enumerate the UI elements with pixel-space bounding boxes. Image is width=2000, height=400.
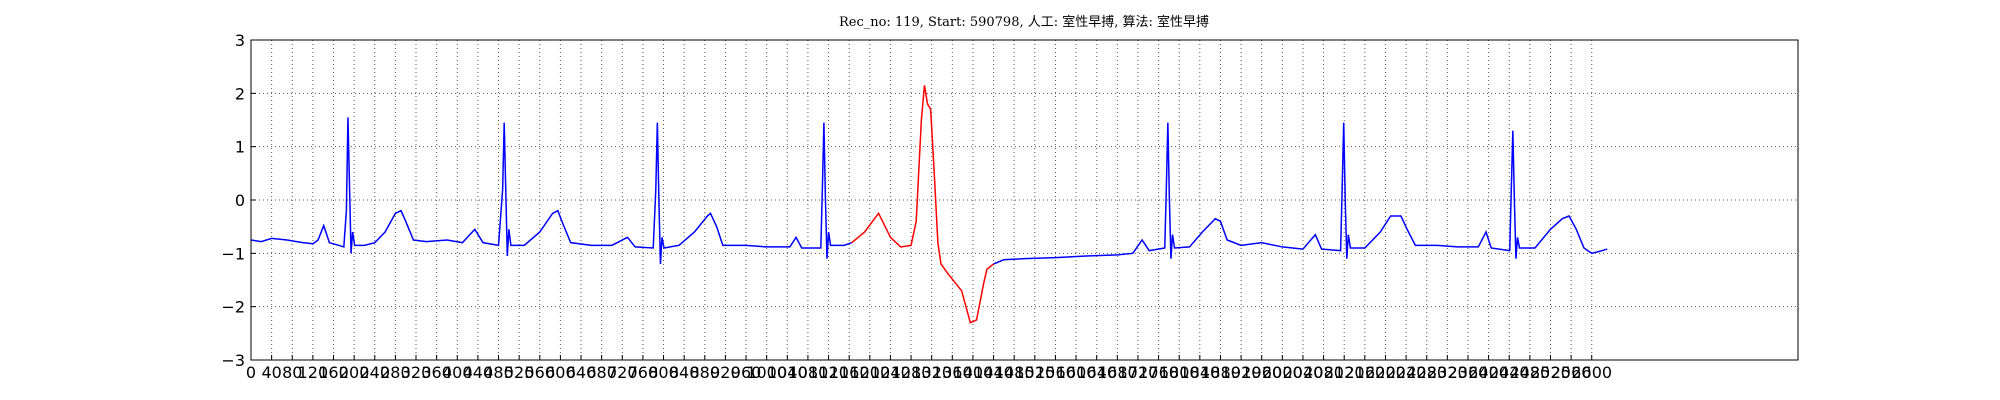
x-tick-label: 2600	[1571, 363, 1612, 382]
ecg-line	[250, 117, 1608, 265]
x-tick-label: 880	[690, 363, 721, 382]
x-tick-label: 1200	[849, 363, 890, 382]
x-tick-label: 2480	[1509, 363, 1550, 382]
y-tick-label: 2	[235, 84, 245, 103]
x-tick-label: 1360	[932, 363, 973, 382]
x-tick-label: 2120	[1324, 363, 1365, 382]
y-tick-label: −3	[221, 351, 245, 370]
x-tick-label: 1480	[994, 363, 1035, 382]
x-tick-label: 80	[282, 363, 302, 382]
x-tick-label: 2440	[1489, 363, 1530, 382]
x-tick-label: 1080	[788, 363, 829, 382]
x-tick-label: 480	[483, 363, 514, 382]
x-tick-label: 440	[463, 363, 494, 382]
x-tick-label: 1520	[1014, 363, 1055, 382]
x-tick-label: 760	[628, 363, 659, 382]
y-tick-label: 0	[235, 191, 245, 210]
x-tick-label: 2520	[1530, 363, 1571, 382]
x-tick-label: 600	[545, 363, 576, 382]
ecg-line	[851, 85, 995, 324]
y-tick-label: −2	[221, 298, 245, 317]
x-tick-label: 1600	[1056, 363, 1097, 382]
x-tick-label: 320	[401, 363, 432, 382]
x-tick-label: 2360	[1448, 363, 1489, 382]
x-tick-label: 2040	[1283, 363, 1324, 382]
x-tick-label: 1040	[767, 363, 808, 382]
x-tick-label: 1760	[1138, 363, 1179, 382]
y-tick-label: −1	[221, 244, 245, 263]
x-tick-label: 200	[339, 363, 370, 382]
x-tick-label: 1440	[973, 363, 1014, 382]
x-tick-label: 1640	[1076, 363, 1117, 382]
x-tick-label: 1720	[1118, 363, 1159, 382]
x-tick-label: 520	[504, 363, 535, 382]
x-tick-label: 680	[586, 363, 617, 382]
y-tick-label: 3	[235, 31, 245, 50]
x-tick-label: 1960	[1241, 363, 1282, 382]
x-tick-label: 2200	[1365, 363, 1406, 382]
x-tick-label: 2000	[1262, 363, 1303, 382]
x-tick-label: 2560	[1551, 363, 1592, 382]
x-tick-label: 1240	[870, 363, 911, 382]
plot-frame	[250, 39, 1799, 361]
x-tick-label: 640	[566, 363, 597, 382]
x-tick-label: 160	[318, 363, 349, 382]
x-tick-label: 2240	[1386, 363, 1427, 382]
x-tick-label: 2280	[1406, 363, 1447, 382]
y-tick-label: 1	[235, 138, 245, 157]
x-tick-label: 1120	[808, 363, 849, 382]
x-tick-label: 960	[731, 363, 762, 382]
x-tick-label: 1160	[829, 363, 870, 382]
x-tick-label: 720	[607, 363, 638, 382]
x-tick-label: 1000	[746, 363, 787, 382]
x-tick-label: 1920	[1221, 363, 1262, 382]
x-tick-label: 1400	[953, 363, 994, 382]
x-tick-label: 1280	[891, 363, 932, 382]
x-tick-label: 1560	[1035, 363, 1076, 382]
x-tick-label: 240	[359, 363, 390, 382]
x-tick-label: 400	[442, 363, 473, 382]
x-tick-label: 2160	[1344, 363, 1385, 382]
x-tick-label: 840	[669, 363, 700, 382]
x-tick-label: 2320	[1427, 363, 1468, 382]
x-tick-label: 920	[710, 363, 741, 382]
x-tick-label: 360	[421, 363, 452, 382]
x-tick-label: 560	[524, 363, 555, 382]
x-tick-label: 2080	[1303, 363, 1344, 382]
x-tick-label: 0	[246, 363, 256, 382]
x-tick-label: 1680	[1097, 363, 1138, 382]
x-tick-label: 1800	[1159, 363, 1200, 382]
x-tick-label: 120	[298, 363, 329, 382]
x-tick-label: 1320	[911, 363, 952, 382]
x-tick-label: 800	[648, 363, 679, 382]
x-tick-label: 1840	[1179, 363, 1220, 382]
x-tick-label: 40	[261, 363, 281, 382]
x-tick-label: 1880	[1200, 363, 1241, 382]
x-tick-label: 2400	[1468, 363, 1509, 382]
x-tick-label: 280	[380, 363, 411, 382]
chart-title: Rec_no: 119, Start: 590798, 人工: 室性早搏, 算法…	[839, 14, 1209, 30]
